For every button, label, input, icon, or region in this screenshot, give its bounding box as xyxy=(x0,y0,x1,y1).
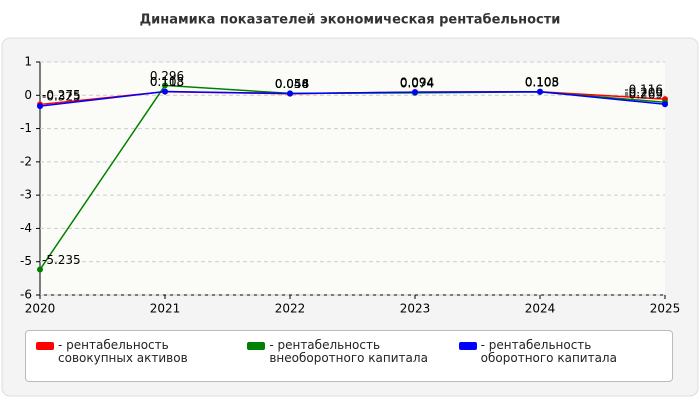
point xyxy=(537,88,543,95)
x-tick-label: 2022 xyxy=(275,302,306,316)
y-tick-label: -1 xyxy=(20,121,32,135)
y-tick-label: 1 xyxy=(24,55,32,69)
value-label: 0.048 xyxy=(275,77,309,91)
x-tick-label: 2021 xyxy=(150,302,181,316)
point xyxy=(37,266,43,273)
value-label: 0.105 xyxy=(525,75,559,89)
value-label: 0.094 xyxy=(400,76,434,90)
x-tick-label: 2020 xyxy=(25,302,56,316)
value-label: -0.275 xyxy=(42,88,81,102)
value-label: 0.074 xyxy=(400,76,434,90)
x-tick-label: 2023 xyxy=(400,302,431,316)
value-label: 0.056 xyxy=(275,77,309,91)
legend-item: - рентабельность внеоборотного капитала xyxy=(243,339,454,373)
legend-swatch xyxy=(247,342,266,350)
point xyxy=(37,103,43,110)
y-tick-label: -5 xyxy=(20,254,32,268)
legend: - рентабельность совокупных активов - рен… xyxy=(25,330,673,382)
y-tick-label: 0 xyxy=(24,88,32,102)
point xyxy=(287,90,293,97)
legend-label: - рентабельность внеоборотного капитала xyxy=(269,338,428,365)
legend-label: - рентабельность оборотного капитала xyxy=(480,338,617,365)
y-tick-label: -4 xyxy=(20,221,32,235)
value-label: 0.108 xyxy=(150,75,184,89)
value-label: -0.209 xyxy=(624,86,663,100)
legend-item: - рентабельность совокупных активов xyxy=(32,339,243,373)
value-label: 0.296 xyxy=(150,69,184,83)
value-label: -5.235 xyxy=(42,253,81,267)
x-tick-label: 2024 xyxy=(525,302,556,316)
value-label: 0.103 xyxy=(525,75,559,89)
legend-label: - рентабельность совокупных активов xyxy=(58,338,188,365)
legend-item: - рентабельность оборотного капитала xyxy=(455,339,666,373)
y-tick-label: -6 xyxy=(20,288,32,302)
value-label: 0.094 xyxy=(400,76,434,90)
value-label: 0.113 xyxy=(150,75,184,89)
x-tick-label: 2025 xyxy=(650,302,681,316)
value-label: 0.054 xyxy=(275,77,309,91)
point xyxy=(412,89,418,96)
point xyxy=(162,82,168,89)
value-label: 0.108 xyxy=(525,75,559,89)
series-line xyxy=(39,90,666,107)
chart-title: Динамика показателей экономическая рента… xyxy=(140,13,561,28)
value-label: -0.325 xyxy=(42,90,81,104)
y-tick-label: -2 xyxy=(20,154,32,168)
value-label: -0.269 xyxy=(624,88,663,102)
value-label: -0.116 xyxy=(624,83,663,97)
point xyxy=(662,101,668,108)
point xyxy=(162,88,168,95)
plot-area xyxy=(40,62,665,295)
legend-swatch xyxy=(458,342,477,350)
legend-swatch xyxy=(36,342,54,350)
y-tick-label: -3 xyxy=(20,188,32,202)
